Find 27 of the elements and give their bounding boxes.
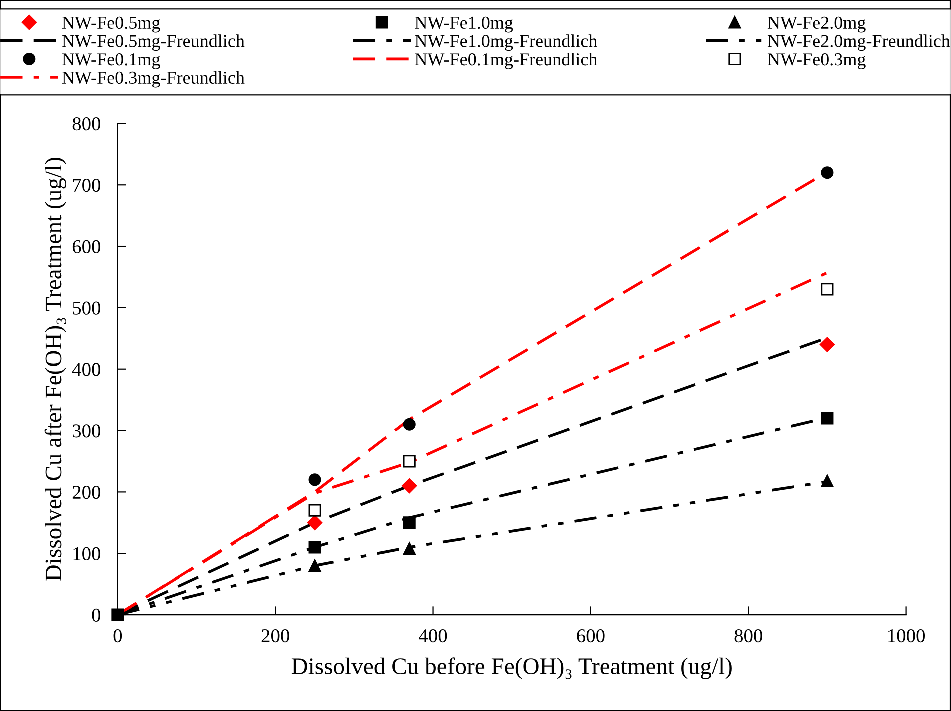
legend-label: NW-Fe0.5mg xyxy=(62,16,160,33)
y-tick-label: 0 xyxy=(92,608,101,622)
x-tick-label: 400 xyxy=(419,629,448,643)
legend-label: NW-Fe2.0mg-Freundlich xyxy=(768,34,950,52)
x-tick-label: 1000 xyxy=(888,629,926,643)
x-tick-label: 200 xyxy=(262,629,290,643)
x-tick-label: 600 xyxy=(577,629,605,643)
x-tick-label: 0 xyxy=(114,629,122,643)
y-axis-title: Dissolved Cu after Fe(OH)₃ Treatment (ug/l) xyxy=(44,158,67,582)
legend-label: NW-Fe1.0mg xyxy=(415,16,514,33)
y-tick-label: 200 xyxy=(72,486,101,500)
legend-label: NW-Fe0.3mg xyxy=(768,54,866,70)
legend-label: NW-Fe0.1mg xyxy=(62,54,160,70)
y-tick-label: 300 xyxy=(73,424,101,438)
legend-label: NW-Fe2.0mg xyxy=(768,16,866,33)
legend-label: NW-Fe1.0mg-Freundlich xyxy=(415,34,598,52)
y-tick-label: 400 xyxy=(72,363,101,376)
y-tick-label: 100 xyxy=(74,547,101,561)
legend-label: NW-Fe0.5mg-Freundlich xyxy=(62,34,245,52)
x-tick-label: 800 xyxy=(734,629,762,643)
legend-label: NW-Fe0.3mg-Freundlich xyxy=(62,71,245,88)
legend-label: NW-Fe0.1mg-Freundlich xyxy=(415,52,598,70)
y-tick-label: 500 xyxy=(73,302,101,315)
y-tick-label: 700 xyxy=(73,178,101,192)
x-axis-title: Dissolved Cu before Fe(OH)₃ Treatment (ug/l) xyxy=(292,658,732,680)
y-tick-label: 800 xyxy=(72,118,101,131)
y-tick-label: 600 xyxy=(72,240,101,254)
